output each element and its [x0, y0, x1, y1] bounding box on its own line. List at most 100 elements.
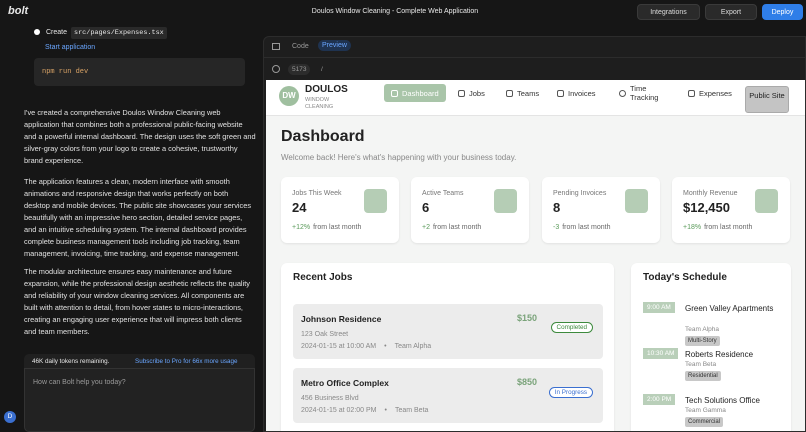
nav-icon — [619, 89, 626, 97]
job-status: Completed — [550, 322, 593, 333]
upgrade-link[interactable]: Subscribe to Pro for 66x more usage — [135, 358, 238, 365]
site-header: DW DOULOS WINDOW CLEANING Dashboard Jobs… — [266, 80, 805, 116]
stat-icon — [494, 189, 517, 213]
page-subheading: Welcome back! Here's what's happening wi… — [281, 153, 517, 162]
stat-label: Jobs This Week — [292, 190, 342, 197]
project-title[interactable]: Doulos Window Cleaning - Complete Web Ap… — [311, 8, 479, 15]
nav-icon — [688, 89, 695, 97]
job-price: $150 — [516, 313, 537, 323]
step-label: Start application — [34, 44, 95, 51]
change-note: from last month — [313, 224, 362, 231]
card-title: Today's Schedule — [643, 272, 727, 283]
stat-label: Active Teams — [422, 190, 464, 197]
chat-input[interactable]: How can Bolt help you today? — [24, 368, 255, 432]
site: DW DOULOS WINDOW CLEANING Dashboard Jobs… — [266, 80, 805, 431]
stat-change: +18% from last month — [683, 224, 752, 231]
job-meta: 2024-01-15 at 10:00 AM • Team Alpha — [301, 343, 431, 350]
nav-label: Expenses — [699, 88, 732, 98]
schedule-team: Team Beta — [685, 361, 717, 368]
stat-icon — [755, 189, 778, 213]
step-label: Create — [46, 29, 68, 36]
nav-label: Invoices — [568, 88, 596, 98]
job-team: Team Beta — [394, 407, 429, 414]
export-button[interactable]: Export — [705, 4, 757, 20]
change-value: +18% — [683, 224, 702, 231]
user-avatar[interactable]: D — [4, 411, 16, 423]
command: npm run dev — [42, 68, 89, 76]
url-path[interactable]: / — [321, 66, 323, 73]
nav-item[interactable]: Time Tracking — [619, 82, 662, 104]
preview-tab[interactable]: Preview — [318, 40, 351, 51]
nav-label: Jobs — [469, 88, 485, 98]
change-value: -3 — [553, 224, 560, 231]
message-paragraph: I've created a comprehensive Doulos Wind… — [24, 108, 256, 165]
time-badge: 10:30 AM — [643, 348, 679, 359]
step-text: Start application — [45, 44, 96, 51]
nav-item[interactable]: Dashboard — [384, 84, 446, 102]
job-item[interactable]: Johnson Residence $150 123 Oak Street 2024-… — [293, 304, 603, 359]
job-name: Johnson Residence — [301, 314, 382, 324]
schedule-tag: Commercial — [685, 417, 724, 427]
separator: • — [384, 343, 387, 350]
stat-change: +12% from last month — [292, 224, 361, 231]
preview-panel: Code Preview 5173 / DW DOULOS WINDOW CLE… — [263, 36, 806, 432]
nav-label: Dashboard — [402, 88, 439, 98]
port[interactable]: 5173 — [288, 64, 311, 75]
public-site-button[interactable]: Public Site — [745, 86, 789, 113]
check-icon — [34, 29, 40, 35]
schedule-tag: Multi-Story — [685, 336, 720, 346]
job-meta: 2024-01-15 at 02:00 PM • Team Beta — [301, 407, 428, 414]
job-item[interactable]: Metro Office Complex $850 456 Business Blv… — [293, 368, 603, 423]
message-paragraph: The application features a clean, modern… — [24, 177, 252, 258]
stat-value: $12,450 — [683, 200, 730, 215]
schedule-name: Roberts Residence — [685, 350, 754, 359]
change-value: +12% — [292, 224, 311, 231]
nav-item[interactable]: Expenses — [688, 84, 732, 102]
page-heading: Dashboard — [281, 128, 365, 145]
token-bar: 46K daily tokens remaining. Subscribe to… — [24, 354, 255, 368]
nav-icon — [458, 89, 465, 97]
job-date: 2024-01-15 at 02:00 PM — [301, 407, 377, 414]
job-status: In Progress — [548, 387, 593, 398]
recent-jobs-card: Recent Jobs Johnson Residence $150 123 Oak… — [281, 263, 614, 431]
message-paragraph: The modular architecture ensures easy ma… — [24, 267, 250, 336]
step-file: src/pages/Expenses.tsx — [71, 27, 167, 39]
logo[interactable]: bolt — [8, 5, 29, 17]
job-date: 2024-01-15 at 10:00 AM — [301, 343, 377, 350]
stat-value: 8 — [553, 200, 561, 215]
stat-card: Jobs This Week 24 +12% from last month — [281, 177, 399, 243]
schedule-team: Team Gamma — [685, 407, 726, 414]
job-name: Metro Office Complex — [301, 378, 389, 388]
job-price: $850 — [516, 377, 537, 387]
code-tab[interactable]: Code — [292, 43, 309, 50]
job-team: Team Alpha — [394, 343, 432, 350]
stat-icon — [625, 189, 648, 213]
deploy-button[interactable]: Deploy — [762, 4, 803, 20]
sidebar-toggle[interactable] — [272, 43, 280, 50]
stat-card: Active Teams 6 +2 from last month — [411, 177, 529, 243]
top-bar: bolt Doulos Window Cleaning - Complete W… — [0, 0, 806, 24]
schedule-tag: Residential — [685, 371, 721, 381]
nav-item[interactable]: Jobs — [458, 84, 485, 102]
schedule-name: Tech Solutions Office — [685, 396, 761, 405]
nav-item[interactable]: Teams — [506, 84, 539, 102]
schedule-card: Today's Schedule 9:00 AM Green Valley Apa… — [631, 263, 791, 431]
nav-label: Teams — [517, 88, 540, 98]
change-note: from last month — [704, 224, 753, 231]
integrations-button[interactable]: Integrations — [637, 4, 700, 20]
reload-button[interactable] — [272, 65, 280, 73]
schedule-team: Team Alpha — [685, 326, 719, 333]
stat-label: Pending Invoices — [553, 190, 607, 197]
job-address: 123 Oak Street — [301, 331, 349, 338]
job-address: 456 Business Blvd — [301, 395, 359, 402]
nav-label: Time Tracking — [630, 84, 659, 102]
brand-sub: WINDOW CLEANING — [305, 97, 334, 110]
time-badge: 9:00 AM — [643, 302, 675, 313]
nav-item[interactable]: Invoices — [557, 84, 596, 102]
divider — [264, 57, 805, 58]
card-title: Recent Jobs — [293, 272, 353, 283]
stat-label: Monthly Revenue — [683, 190, 738, 197]
command-box: npm run dev — [34, 58, 245, 86]
stat-value: 6 — [422, 200, 430, 215]
